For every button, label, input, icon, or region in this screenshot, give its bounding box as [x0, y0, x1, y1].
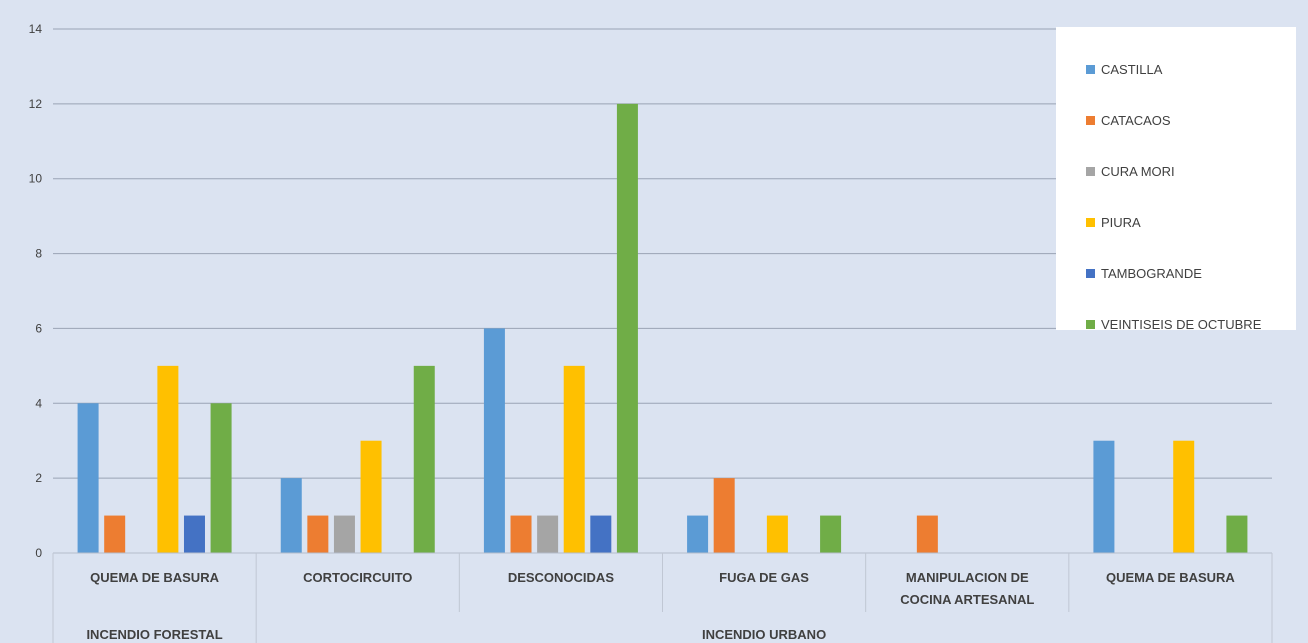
y-tick-label: 14: [29, 22, 43, 36]
y-tick-label: 10: [29, 172, 43, 186]
bar: [360, 440, 382, 553]
bar: [510, 515, 532, 553]
bar: [820, 515, 842, 553]
category-label-line: FUGA DE GAS: [719, 570, 809, 585]
y-tick-label: 12: [29, 97, 43, 111]
legend-item: PIURA: [1056, 197, 1296, 248]
category-label-line: QUEMA DE BASURA: [1106, 570, 1235, 585]
y-tick-label: 6: [35, 321, 42, 335]
x-axis: [52, 552, 1273, 643]
legend-label: PIURA: [1101, 215, 1141, 230]
category-label: FUGA DE GAS: [719, 570, 809, 585]
legend-label: CURA MORI: [1101, 164, 1175, 179]
category-label: QUEMA DE BASURA: [90, 570, 219, 585]
legend-item: CURA MORI: [1056, 146, 1296, 197]
x-axis-category-labels: QUEMA DE BASURA CORTOCIRCUITO DESCONOCIDAS…: [90, 570, 1235, 607]
bar: [413, 365, 435, 553]
legend-swatch: [1086, 320, 1095, 329]
category-label-line: QUEMA DE BASURA: [90, 570, 219, 585]
bar: [916, 515, 938, 553]
bar: [333, 515, 355, 553]
group-label: INCENDIO URBANO: [702, 627, 826, 642]
legend-swatch: [1086, 65, 1095, 74]
category-label-line: DESCONOCIDAS: [508, 570, 615, 585]
legend-swatch: [1086, 116, 1095, 125]
legend-item: CATACAOS: [1056, 95, 1296, 146]
legend-item: CASTILLA: [1056, 44, 1296, 95]
category-label: MANIPULACION DE COCINA ARTESANAL: [900, 570, 1034, 607]
bar: [307, 515, 329, 553]
bar: [157, 365, 179, 553]
legend-label: CASTILLA: [1101, 62, 1163, 77]
bars: [77, 103, 1248, 553]
bar: [77, 403, 99, 553]
bar: [1226, 515, 1248, 553]
legend-swatch: [1086, 218, 1095, 227]
y-tick-label: 0: [35, 546, 42, 560]
bar: [537, 515, 559, 553]
category-label-line: CORTOCIRCUITO: [303, 570, 412, 585]
bar: [183, 515, 205, 553]
category-label-line: COCINA ARTESANAL: [900, 592, 1034, 607]
x-axis-group-labels: INCENDIO FORESTAL INCENDIO URBANO: [86, 627, 826, 642]
legend-swatch: [1086, 269, 1095, 278]
bar: [210, 403, 232, 553]
gridlines: [53, 28, 1272, 479]
bar: [483, 328, 505, 553]
legend-item: VEINTISEIS DE OCTUBRE: [1056, 299, 1296, 350]
y-tick-label: 2: [35, 471, 42, 485]
category-label: QUEMA DE BASURA: [1106, 570, 1235, 585]
bar: [687, 515, 709, 553]
bar: [590, 515, 612, 553]
bar: [1093, 440, 1115, 553]
legend-label: TAMBOGRANDE: [1101, 266, 1202, 281]
y-tick-label: 4: [35, 396, 42, 410]
legend-item: TAMBOGRANDE: [1056, 248, 1296, 299]
group-label: INCENDIO FORESTAL: [86, 627, 222, 642]
bar: [616, 103, 638, 553]
bar: [104, 515, 126, 553]
legend-label: CATACAOS: [1101, 113, 1171, 128]
bar: [1173, 440, 1195, 553]
legend: CASTILLA CATACAOS CURA MORI PIURA TAMBOGRAND…: [1056, 27, 1296, 332]
category-label: DESCONOCIDAS: [508, 570, 615, 585]
bar: [280, 478, 302, 553]
bar: [563, 365, 585, 553]
bar: [766, 515, 788, 553]
category-label-line: MANIPULACION DE: [906, 570, 1029, 585]
y-tick-label: 8: [35, 247, 42, 261]
category-label: CORTOCIRCUITO: [303, 570, 412, 585]
bar: [713, 478, 735, 553]
legend-label: VEINTISEIS DE OCTUBRE: [1101, 317, 1262, 332]
legend-swatch: [1086, 167, 1095, 176]
y-axis-tick-labels: 0 2 4 6 8 10 12 14: [29, 22, 43, 560]
